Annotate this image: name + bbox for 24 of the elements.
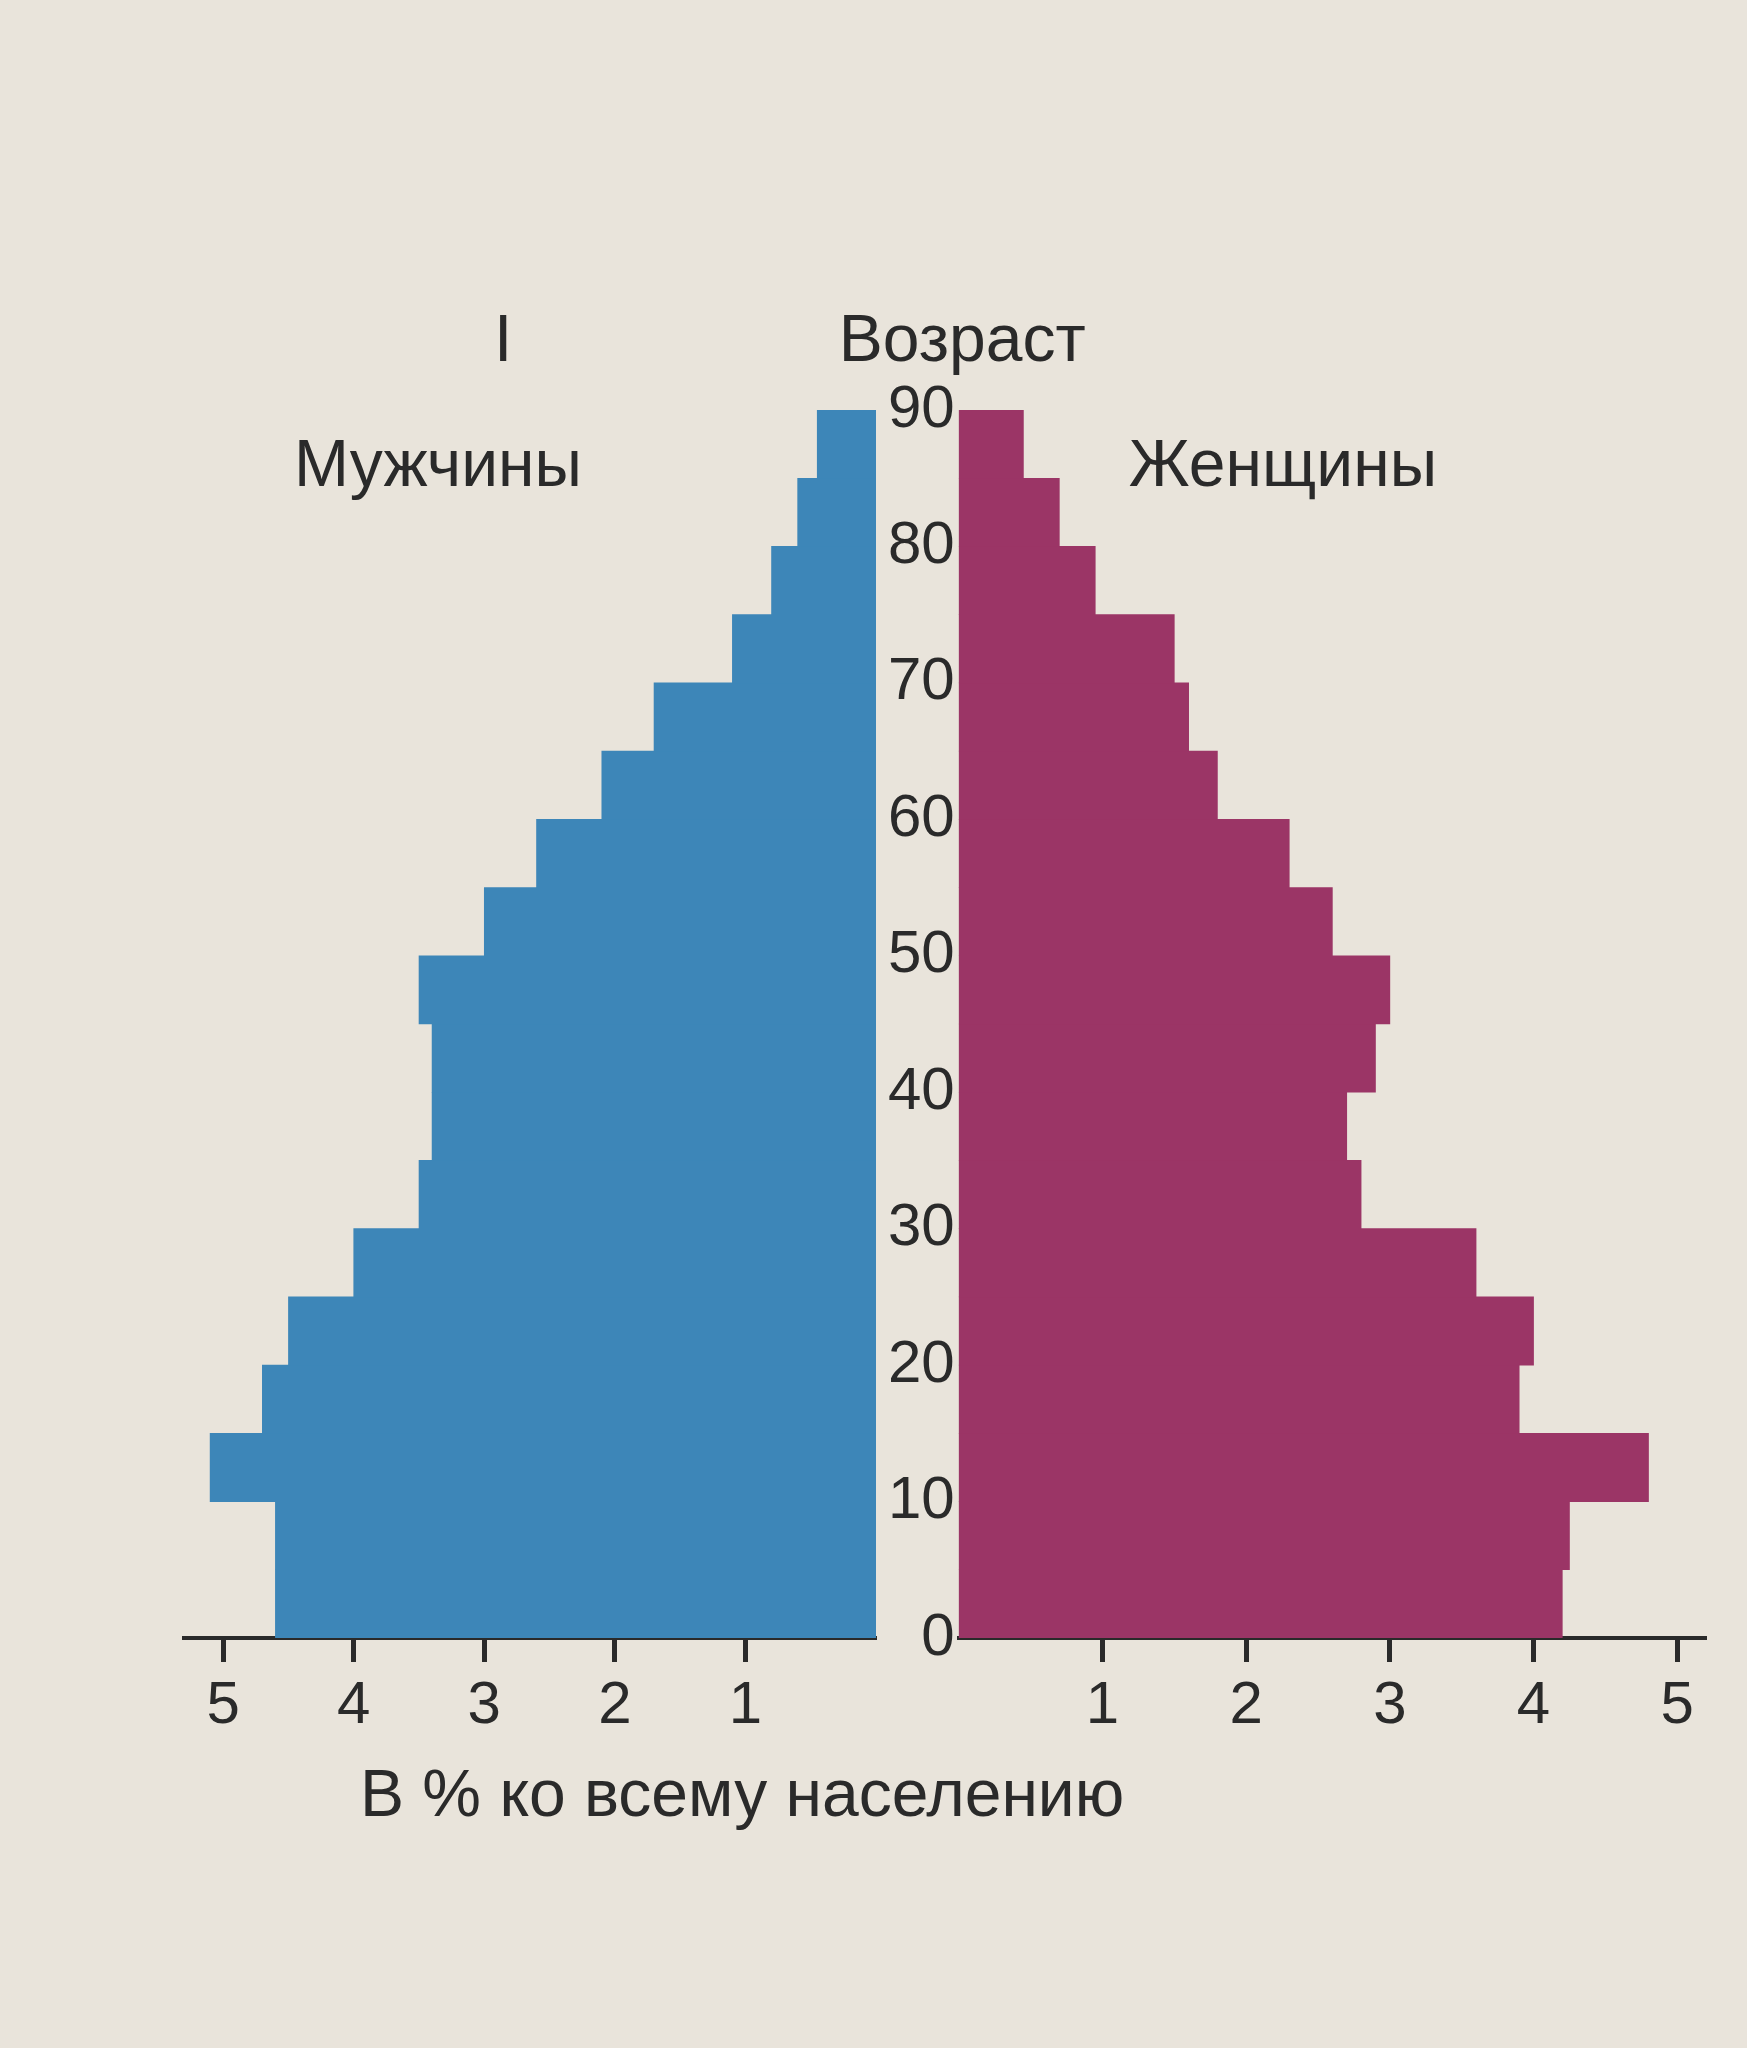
x-tick-label: 5 [206,1668,240,1736]
x-tick-label: 1 [1085,1668,1120,1736]
y-tick-label: 40 [887,1054,955,1122]
y-tick-label: 60 [887,781,955,849]
y-tick-label: 50 [887,918,955,986]
x-tick-label: 5 [1660,1668,1694,1736]
y-tick-label: 0 [921,1600,955,1668]
y-tick-label: 70 [887,645,955,713]
text: Мужчины [294,426,583,500]
x-tick-label: 2 [1229,1668,1263,1736]
x-tick-label: 3 [467,1668,501,1736]
y-tick-label: 30 [887,1191,955,1259]
y-tick-label: 80 [887,508,955,576]
series-label: Женщины [1128,426,1438,500]
text: I [494,301,513,375]
x-tick-label: 1 [728,1668,763,1736]
x-tick-label: 3 [1373,1668,1407,1736]
x-axis-title: В % ко всему населению [360,1756,1125,1830]
y-tick-label: 20 [887,1327,955,1395]
y-axis-title: Возраст [838,301,1086,375]
x-tick-label: 4 [1516,1668,1551,1736]
y-tick-label: 10 [887,1464,955,1532]
x-tick-label: 4 [337,1668,371,1736]
x-tick-label: 2 [598,1668,632,1736]
